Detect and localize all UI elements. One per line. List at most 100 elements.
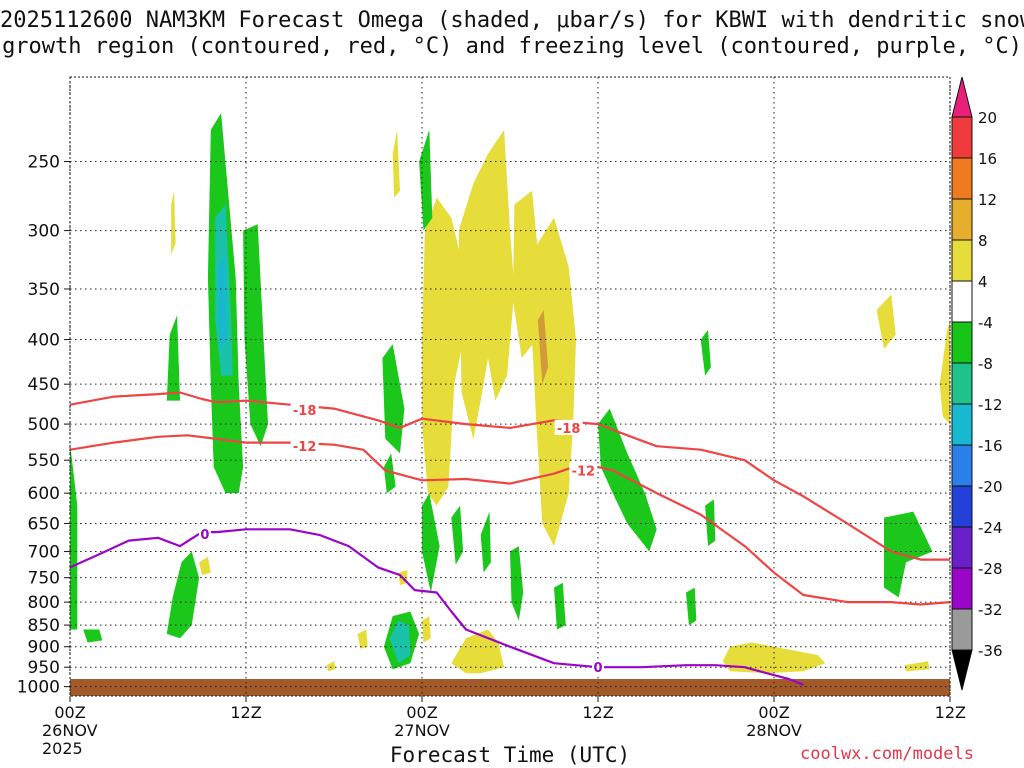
- x-tick-label: 00Z: [758, 703, 789, 722]
- omega-region-green: [166, 315, 180, 401]
- omega-region-green: [383, 453, 396, 494]
- x-tick-label: 28NOV: [746, 721, 802, 740]
- contour-label-bg: [569, 462, 598, 478]
- colorbar-label: -4: [978, 314, 993, 332]
- y-tick-label: 350: [28, 280, 60, 300]
- colorbar-label: -8: [978, 355, 993, 373]
- colorbar-swatch: [951, 198, 973, 241]
- omega-region-yellow: [939, 320, 950, 425]
- colorbar-swatch: [951, 362, 973, 405]
- omega-region-green: [510, 546, 524, 621]
- y-tick-label: 1000: [17, 678, 60, 698]
- y-tick-label: 900: [28, 638, 60, 658]
- y-tick-label: 850: [28, 616, 60, 636]
- omega-region-green: [382, 344, 405, 454]
- omega-region-yellow: [904, 661, 930, 672]
- colorbar-bottom-arrow: [951, 649, 973, 691]
- colorbar-label: 4: [978, 273, 988, 291]
- contour-line: [70, 391, 950, 561]
- omega-region-green: [419, 129, 433, 231]
- colorbar-label: -24: [978, 519, 1003, 537]
- contour-line: [70, 434, 950, 606]
- omega-region-green: [598, 408, 657, 552]
- y-tick-label: 800: [28, 593, 60, 613]
- omega-region-cyan: [218, 255, 227, 349]
- colorbar-swatch: [951, 280, 973, 323]
- omega-region-green: [480, 511, 491, 573]
- colorbar-swatch: [951, 157, 973, 200]
- x-tick-label: 12Z: [935, 703, 966, 722]
- x-tick-label: 00Z: [406, 703, 437, 722]
- colorbar-label: -32: [978, 601, 1003, 619]
- y-axis: 2503003504004505005506006507007508008509…: [17, 153, 70, 698]
- omega-region-green: [700, 330, 711, 376]
- omega-region-green: [451, 505, 464, 565]
- y-tick-label: 450: [28, 375, 60, 395]
- grid-lines: [69, 77, 951, 696]
- contour-label: 0: [200, 528, 209, 543]
- y-tick-label: 300: [28, 222, 60, 242]
- colorbar-label: 12: [978, 191, 997, 209]
- colorbar-label: -28: [978, 560, 1003, 578]
- omega-region-yellow: [422, 197, 464, 506]
- contour-label-bg: [554, 419, 583, 435]
- colorbar-swatch: [951, 321, 973, 364]
- colorbar-swatch: [951, 444, 973, 487]
- y-tick-label: 500: [28, 415, 60, 435]
- colorbar-swatch: [951, 116, 973, 159]
- contour-label: -18: [293, 404, 317, 419]
- y-tick-label: 950: [28, 658, 60, 678]
- omega-region-orange: [537, 310, 549, 385]
- x-tick-label: 27NOV: [394, 721, 450, 740]
- colorbar-label: 20: [978, 109, 997, 127]
- omega-region-green: [422, 493, 440, 593]
- omega-region-teal: [389, 620, 411, 664]
- contour-label: 0: [593, 661, 602, 676]
- x-tick-label: 00Z: [54, 703, 85, 722]
- credit-link[interactable]: coolwx.com/models: [800, 744, 974, 764]
- x-tick-label: 12Z: [582, 703, 613, 722]
- colorbar-swatch: [951, 608, 973, 651]
- contour-labels: -18 -12 -18 -12 0 0: [198, 402, 604, 676]
- colorbar-swatch: [951, 403, 973, 446]
- colorbar-swatch: [951, 567, 973, 610]
- colorbar-swatch: [951, 485, 973, 528]
- contour-label-bg: [290, 438, 319, 454]
- colorbar-swatch: [951, 239, 973, 282]
- omega-region-yellow: [876, 294, 896, 349]
- ground-terrain: [70, 679, 950, 696]
- contour-label: -18: [557, 422, 581, 437]
- omega-region-yellow: [530, 217, 576, 547]
- colorbar-label: -20: [978, 478, 1003, 496]
- omega-region-green: [166, 551, 200, 639]
- contour-lines: [70, 391, 950, 686]
- y-tick-label: 400: [28, 331, 60, 351]
- colorbar-label: -16: [978, 437, 1003, 455]
- chart-title-line-1: 2025112600 NAM3KM Forecast Omega (shaded…: [0, 8, 1024, 33]
- omega-region-green: [243, 224, 268, 447]
- omega-region-green: [884, 511, 933, 598]
- omega-region-yellow: [357, 629, 368, 649]
- omega-region-yellow: [422, 616, 431, 643]
- colorbar-top-arrow: [951, 76, 973, 118]
- contour-label-bg: [290, 402, 319, 418]
- plot-area: -18 -12 -18 -12 0 0: [69, 76, 951, 697]
- y-tick-label: 650: [28, 514, 60, 534]
- omega-region-green: [686, 587, 697, 626]
- y-tick-label: 250: [28, 153, 60, 173]
- contour-label: -12: [293, 440, 317, 455]
- omega-region-yellow: [326, 661, 336, 672]
- x-tick-label: 12Z: [230, 703, 261, 722]
- x-tick-label: 26NOV: [42, 721, 98, 740]
- contour-label-bg: [198, 525, 211, 541]
- omega-region-yellow: [199, 556, 211, 576]
- contour-label: -12: [572, 464, 596, 479]
- omega-region-yellow: [392, 129, 400, 198]
- x-axis-label: Forecast Time (UTC): [389, 743, 631, 767]
- plot-frame: [69, 76, 951, 697]
- colorbar-label: 16: [978, 150, 997, 168]
- omega-region-green: [554, 582, 566, 630]
